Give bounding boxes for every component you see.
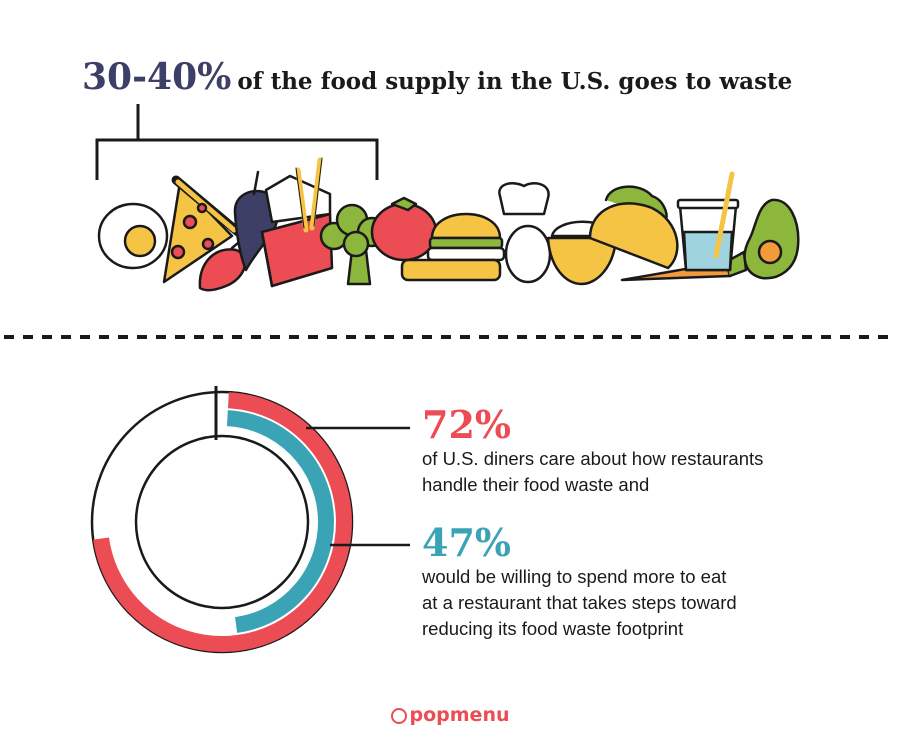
brand-name: popmenu (409, 704, 510, 726)
chat-bubble-icon (390, 708, 407, 724)
donut-arc-47 (226, 410, 334, 633)
taco-icon (588, 185, 679, 270)
stat-47-line-3: reducing its food waste footprint (422, 618, 684, 639)
tomato-icon (370, 196, 438, 262)
brand: popmenu (0, 704, 900, 726)
stat-72-line-1: of U.S. diners care about how restaurant… (422, 448, 764, 469)
stat-72: 72% of U.S. diners care about how restau… (422, 404, 763, 498)
fried-egg-icon (97, 202, 169, 270)
egg-icon (504, 224, 552, 284)
takeout-box-icon (260, 157, 334, 288)
headline-highlight: 30-40% (82, 56, 232, 98)
bread-icon (498, 182, 550, 216)
pizza-slice-icon (162, 175, 243, 284)
stat-47: 47% would be willing to spend more to ea… (422, 522, 737, 642)
water-glass-icon (676, 171, 740, 272)
food-illustration (97, 157, 800, 292)
stat-72-value: 72% (422, 402, 511, 447)
avocado-icon (743, 198, 800, 280)
stat-47-line-2: at a restaurant that takes steps toward (422, 592, 737, 613)
donut-chart (90, 386, 354, 654)
inner-outline-ring (134, 434, 310, 610)
donut-arc-72 (93, 392, 352, 653)
headline: 30-40% of the food supply in the U.S. goe… (82, 56, 792, 98)
bracket (95, 104, 379, 180)
stat-47-value: 47% (422, 520, 511, 565)
stat-47-line-1: would be willing to spend more to eat (422, 566, 727, 587)
burger-icon (400, 212, 506, 282)
stat-72-line-2: handle their food waste and (422, 474, 650, 495)
headline-text: of the food supply in the U.S. goes to w… (237, 68, 793, 95)
